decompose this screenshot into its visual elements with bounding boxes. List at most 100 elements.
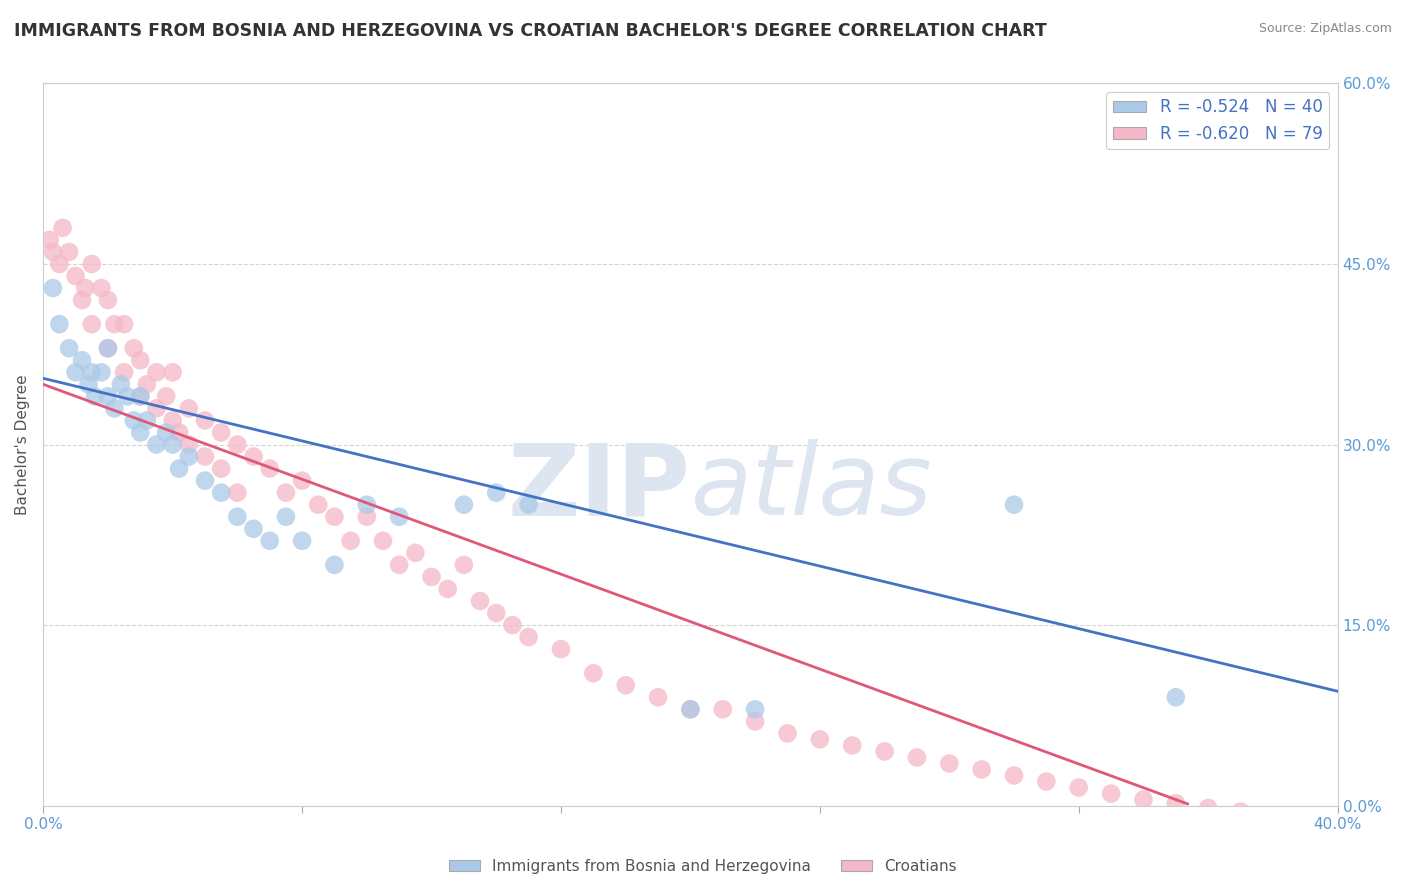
Point bbox=[970, 763, 993, 777]
Point bbox=[291, 474, 314, 488]
Legend: R = -0.524   N = 40, R = -0.620   N = 79: R = -0.524 N = 40, R = -0.620 N = 79 bbox=[1107, 92, 1329, 150]
Point bbox=[388, 558, 411, 572]
Point bbox=[226, 437, 249, 451]
Point bbox=[209, 425, 232, 440]
Point bbox=[129, 425, 152, 440]
Point bbox=[517, 498, 540, 512]
Point bbox=[485, 606, 508, 620]
Point bbox=[65, 365, 87, 379]
Point bbox=[167, 425, 190, 440]
Legend: Immigrants from Bosnia and Herzegovina, Croatians: Immigrants from Bosnia and Herzegovina, … bbox=[443, 853, 963, 880]
Point bbox=[77, 377, 100, 392]
Point bbox=[177, 401, 200, 416]
Point bbox=[145, 437, 167, 451]
Point bbox=[1002, 498, 1025, 512]
Point bbox=[841, 739, 863, 753]
Point bbox=[97, 389, 120, 403]
Point bbox=[873, 744, 896, 758]
Text: ZIP: ZIP bbox=[508, 440, 690, 536]
Point bbox=[129, 353, 152, 368]
Point bbox=[129, 389, 152, 403]
Point bbox=[1229, 805, 1251, 819]
Point bbox=[122, 413, 145, 427]
Point bbox=[1035, 774, 1057, 789]
Point bbox=[177, 437, 200, 451]
Point bbox=[209, 485, 232, 500]
Point bbox=[323, 509, 346, 524]
Point bbox=[226, 509, 249, 524]
Point bbox=[323, 558, 346, 572]
Point bbox=[90, 365, 112, 379]
Point bbox=[162, 413, 184, 427]
Point bbox=[679, 702, 702, 716]
Point bbox=[938, 756, 960, 771]
Text: atlas: atlas bbox=[690, 440, 932, 536]
Point bbox=[1099, 787, 1122, 801]
Point bbox=[155, 389, 177, 403]
Point bbox=[70, 353, 93, 368]
Point bbox=[97, 341, 120, 355]
Point bbox=[371, 533, 394, 548]
Point bbox=[155, 425, 177, 440]
Point bbox=[58, 244, 80, 259]
Point bbox=[90, 281, 112, 295]
Point bbox=[145, 401, 167, 416]
Point bbox=[776, 726, 799, 740]
Point bbox=[80, 365, 103, 379]
Point bbox=[52, 220, 75, 235]
Point bbox=[112, 365, 135, 379]
Point bbox=[80, 257, 103, 271]
Point bbox=[110, 377, 132, 392]
Point bbox=[259, 533, 281, 548]
Point bbox=[122, 341, 145, 355]
Point bbox=[162, 365, 184, 379]
Point bbox=[177, 450, 200, 464]
Text: Source: ZipAtlas.com: Source: ZipAtlas.com bbox=[1258, 22, 1392, 36]
Point bbox=[550, 642, 572, 657]
Point bbox=[453, 558, 475, 572]
Point bbox=[274, 509, 297, 524]
Point bbox=[1164, 690, 1187, 705]
Point bbox=[48, 317, 70, 331]
Point bbox=[97, 293, 120, 307]
Point bbox=[614, 678, 637, 692]
Point bbox=[84, 389, 107, 403]
Point bbox=[436, 582, 458, 596]
Point bbox=[1358, 829, 1381, 843]
Point bbox=[744, 714, 766, 729]
Point bbox=[167, 461, 190, 475]
Point bbox=[1002, 768, 1025, 782]
Point bbox=[80, 317, 103, 331]
Point bbox=[1391, 835, 1406, 849]
Point bbox=[38, 233, 60, 247]
Point bbox=[501, 618, 523, 632]
Point bbox=[145, 365, 167, 379]
Point bbox=[42, 244, 65, 259]
Point bbox=[388, 509, 411, 524]
Point bbox=[162, 437, 184, 451]
Point bbox=[242, 522, 264, 536]
Point bbox=[259, 461, 281, 475]
Point bbox=[905, 750, 928, 764]
Point bbox=[1326, 822, 1348, 837]
Point bbox=[226, 485, 249, 500]
Point bbox=[291, 533, 314, 548]
Point bbox=[42, 281, 65, 295]
Point bbox=[453, 498, 475, 512]
Point bbox=[356, 498, 378, 512]
Point bbox=[58, 341, 80, 355]
Point bbox=[1294, 816, 1316, 830]
Point bbox=[468, 594, 491, 608]
Point bbox=[112, 317, 135, 331]
Point bbox=[209, 461, 232, 475]
Point bbox=[103, 317, 125, 331]
Point bbox=[135, 377, 157, 392]
Point bbox=[48, 257, 70, 271]
Point bbox=[1132, 792, 1154, 806]
Point bbox=[420, 570, 443, 584]
Point bbox=[97, 341, 120, 355]
Y-axis label: Bachelor's Degree: Bachelor's Degree bbox=[15, 375, 30, 515]
Point bbox=[135, 413, 157, 427]
Point bbox=[1261, 811, 1284, 825]
Point bbox=[194, 474, 217, 488]
